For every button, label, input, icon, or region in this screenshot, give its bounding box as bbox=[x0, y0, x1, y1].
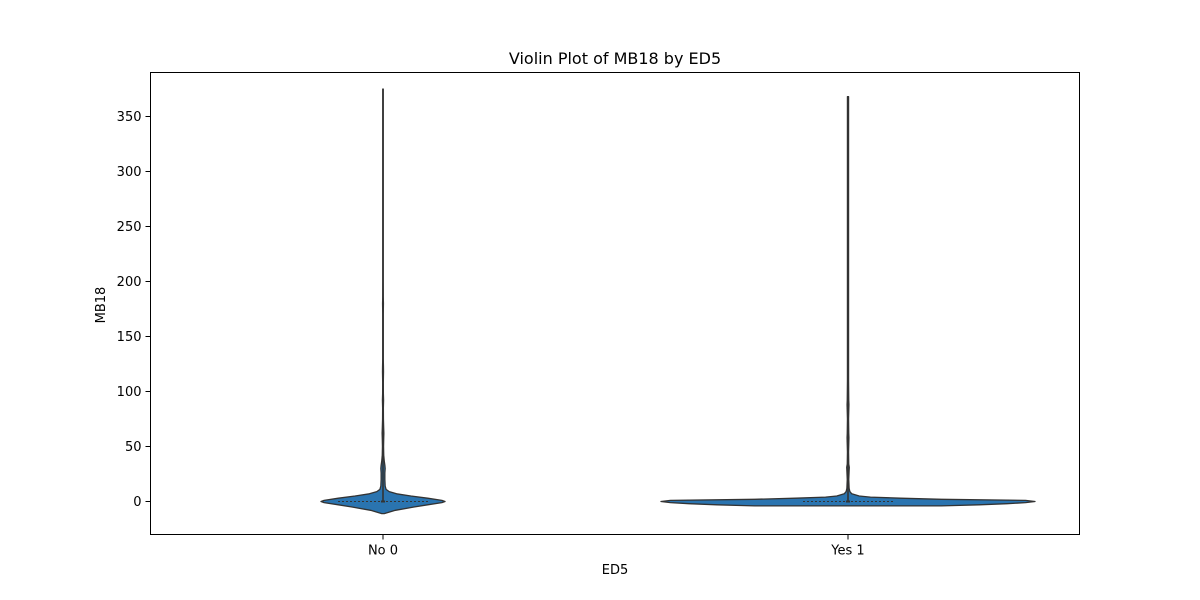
y-tick-label: 100 bbox=[117, 385, 142, 400]
y-tick-label: 0 bbox=[133, 495, 141, 510]
y-tick-label: 250 bbox=[117, 220, 142, 235]
y-axis-label: MB18 bbox=[94, 287, 109, 324]
chart-title: Violin Plot of MB18 by ED5 bbox=[509, 49, 721, 68]
plot-frame bbox=[150, 72, 1080, 535]
x-tick-label: Yes 1 bbox=[830, 544, 864, 559]
y-tick-label: 50 bbox=[125, 440, 142, 455]
y-tick-label: 150 bbox=[117, 330, 142, 345]
y-axis: 0 50 100 150 200 250 300 350 bbox=[117, 110, 151, 510]
x-axis-label: ED5 bbox=[602, 563, 629, 578]
y-tick-label: 300 bbox=[117, 165, 142, 180]
x-tick-label: No 0 bbox=[368, 544, 398, 559]
violins-layer bbox=[320, 88, 1036, 515]
y-tick-label: 350 bbox=[117, 110, 142, 125]
x-axis: No 0 Yes 1 bbox=[368, 534, 865, 559]
y-tick-label: 200 bbox=[117, 275, 142, 290]
